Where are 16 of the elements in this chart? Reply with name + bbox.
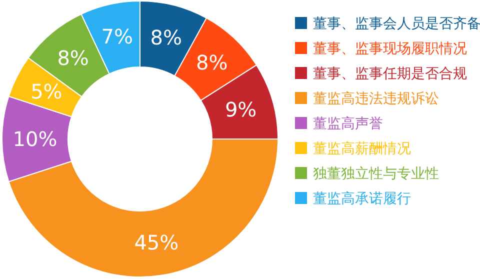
legend-label: 董监高声誉 bbox=[313, 116, 383, 132]
legend-label: 董监高薪酬情况 bbox=[313, 141, 411, 157]
data-label: 8% bbox=[57, 46, 89, 70]
data-label: 7% bbox=[101, 24, 133, 49]
data-label: 9% bbox=[224, 98, 257, 122]
data-label: 8% bbox=[150, 25, 182, 50]
legend-label: 董事、监事会人员是否齐备 bbox=[313, 16, 480, 32]
data-label: 5% bbox=[30, 79, 62, 104]
legend-label: 董事、监事现场履职情况 bbox=[313, 41, 467, 57]
data-label: 8% bbox=[196, 50, 228, 74]
legend-label: 独董独立性与专业性 bbox=[313, 166, 439, 182]
legend-label: 董事、监事任期是否合规 bbox=[313, 66, 467, 82]
legend-label: 董监高承诺履行 bbox=[313, 191, 411, 207]
data-label: 45% bbox=[134, 230, 179, 255]
data-label: 10% bbox=[12, 127, 58, 151]
legend-label: 董监高违法违规诉讼 bbox=[313, 91, 439, 107]
